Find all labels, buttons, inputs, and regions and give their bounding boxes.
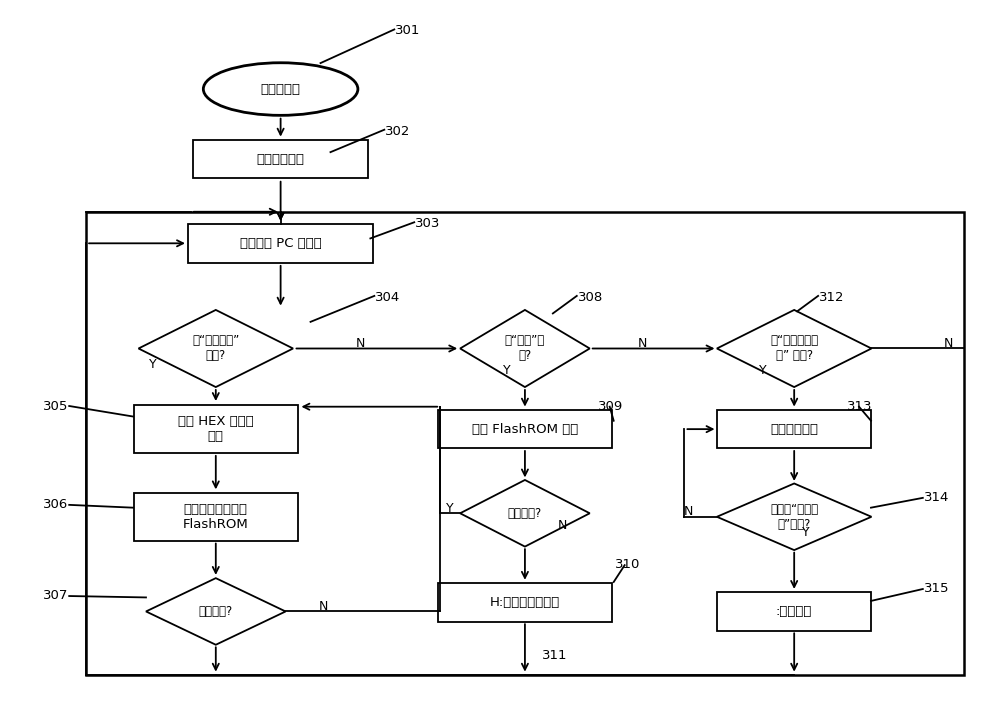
Text: 315: 315 — [924, 582, 949, 595]
Polygon shape — [460, 310, 590, 387]
Text: 是“执行用户程
序” 命令?: 是“执行用户程 序” 命令? — [770, 334, 818, 363]
Polygon shape — [460, 480, 590, 546]
Text: H:置检验错误标志: H:置检验错误标志 — [490, 596, 560, 609]
Text: 循环等待 PC 端命令: 循环等待 PC 端命令 — [240, 237, 321, 250]
Text: 306: 306 — [43, 498, 69, 510]
Text: 305: 305 — [43, 399, 69, 413]
Text: 312: 312 — [819, 291, 845, 304]
Text: 304: 304 — [375, 291, 401, 304]
Text: 检验正确?: 检验正确? — [508, 507, 542, 520]
Bar — [86, 212, 964, 674]
Text: 302: 302 — [385, 125, 411, 137]
Text: Y: Y — [446, 502, 454, 515]
Text: 执行用户程序: 执行用户程序 — [770, 422, 818, 436]
Ellipse shape — [203, 63, 358, 115]
Text: 写码完成?: 写码完成? — [199, 605, 233, 618]
Text: 301: 301 — [395, 25, 421, 37]
Polygon shape — [717, 310, 871, 387]
FancyBboxPatch shape — [188, 224, 373, 263]
Text: 308: 308 — [578, 291, 603, 304]
FancyBboxPatch shape — [717, 410, 871, 448]
Text: 接收到“软件复
位”命令?: 接收到“软件复 位”命令? — [770, 503, 818, 531]
Text: Y: Y — [802, 526, 810, 539]
Text: 309: 309 — [598, 399, 623, 413]
Text: 303: 303 — [415, 217, 441, 230]
Text: 313: 313 — [847, 399, 873, 413]
Text: N: N — [944, 337, 953, 350]
Text: N: N — [319, 600, 328, 613]
Text: N: N — [355, 337, 365, 350]
FancyBboxPatch shape — [438, 410, 612, 448]
Text: 是“开始下载”
命令?: 是“开始下载” 命令? — [192, 334, 239, 363]
Text: 307: 307 — [43, 589, 69, 602]
Text: 311: 311 — [542, 649, 567, 662]
Text: 上电或复位: 上电或复位 — [261, 82, 301, 96]
FancyBboxPatch shape — [193, 140, 368, 178]
Polygon shape — [717, 484, 871, 550]
Text: Y: Y — [503, 365, 511, 377]
FancyBboxPatch shape — [717, 592, 871, 631]
Text: Y: Y — [759, 365, 767, 377]
Text: Y: Y — [149, 358, 157, 371]
FancyBboxPatch shape — [438, 583, 612, 622]
Text: 314: 314 — [924, 491, 949, 503]
Text: N: N — [683, 505, 693, 517]
FancyBboxPatch shape — [134, 406, 298, 453]
Text: 检验 FlashROM 数据: 检验 FlashROM 数据 — [472, 422, 578, 436]
Text: 310: 310 — [615, 558, 640, 571]
Text: N: N — [638, 337, 647, 350]
FancyBboxPatch shape — [134, 493, 298, 541]
Polygon shape — [146, 578, 286, 645]
Text: 是“校验”命
令?: 是“校验”命 令? — [505, 334, 545, 363]
Text: 单片机初始化: 单片机初始化 — [257, 153, 305, 165]
Text: 接收 HEX 机器码
数据: 接收 HEX 机器码 数据 — [178, 415, 254, 443]
Text: :软件复位: :软件复位 — [776, 605, 812, 618]
Polygon shape — [139, 310, 293, 387]
Text: N: N — [558, 520, 567, 532]
Text: 机器码数据写入到
FlashROM: 机器码数据写入到 FlashROM — [183, 503, 249, 531]
